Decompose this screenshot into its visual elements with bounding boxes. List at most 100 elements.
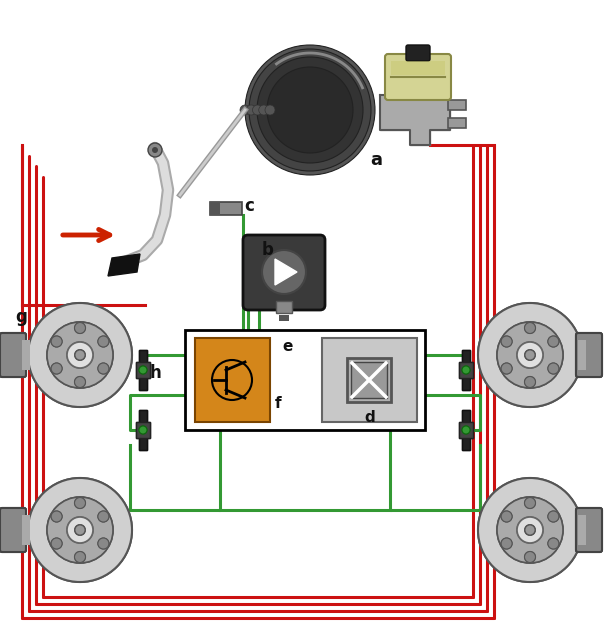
- FancyBboxPatch shape: [0, 333, 26, 377]
- Bar: [322, 338, 417, 422]
- Bar: [578, 340, 586, 370]
- Circle shape: [548, 336, 559, 347]
- Circle shape: [548, 538, 559, 549]
- Polygon shape: [108, 254, 140, 276]
- Circle shape: [47, 322, 113, 388]
- Circle shape: [501, 363, 512, 374]
- Bar: [22, 515, 30, 545]
- FancyBboxPatch shape: [406, 45, 430, 61]
- Bar: [448, 100, 466, 110]
- Circle shape: [525, 322, 536, 334]
- Circle shape: [478, 303, 582, 407]
- Circle shape: [497, 322, 563, 388]
- Text: b: b: [262, 241, 274, 259]
- Circle shape: [51, 538, 62, 549]
- Bar: [139, 350, 147, 390]
- Bar: [136, 422, 150, 438]
- Bar: [139, 410, 147, 450]
- Circle shape: [478, 478, 582, 582]
- Circle shape: [265, 105, 275, 115]
- Circle shape: [98, 511, 109, 522]
- Circle shape: [75, 350, 85, 360]
- Circle shape: [253, 105, 262, 115]
- Circle shape: [67, 517, 93, 543]
- Circle shape: [462, 426, 470, 434]
- Circle shape: [501, 538, 512, 549]
- FancyBboxPatch shape: [576, 333, 602, 377]
- Circle shape: [267, 67, 353, 153]
- Circle shape: [462, 366, 470, 374]
- Bar: [459, 422, 473, 438]
- Polygon shape: [275, 259, 297, 285]
- Circle shape: [98, 363, 109, 374]
- Circle shape: [525, 525, 535, 535]
- Circle shape: [51, 336, 62, 347]
- Bar: [462, 410, 470, 450]
- Bar: [276, 301, 292, 313]
- FancyBboxPatch shape: [576, 508, 602, 552]
- Circle shape: [152, 147, 158, 153]
- Circle shape: [74, 552, 85, 562]
- Bar: [139, 410, 147, 450]
- Circle shape: [517, 517, 543, 543]
- Circle shape: [525, 322, 536, 334]
- FancyBboxPatch shape: [0, 333, 26, 377]
- Circle shape: [75, 350, 85, 360]
- Text: g: g: [15, 308, 27, 326]
- Circle shape: [478, 303, 582, 407]
- Bar: [210, 202, 220, 215]
- Circle shape: [139, 366, 147, 374]
- Circle shape: [525, 525, 535, 535]
- FancyBboxPatch shape: [0, 508, 26, 552]
- Circle shape: [47, 322, 113, 388]
- Circle shape: [51, 511, 62, 522]
- FancyBboxPatch shape: [243, 235, 325, 310]
- Circle shape: [525, 350, 535, 360]
- Bar: [459, 362, 473, 378]
- FancyBboxPatch shape: [0, 508, 26, 552]
- Circle shape: [525, 497, 536, 508]
- Circle shape: [51, 511, 62, 522]
- Circle shape: [548, 511, 559, 522]
- Circle shape: [74, 322, 85, 334]
- Circle shape: [74, 322, 85, 334]
- Circle shape: [548, 511, 559, 522]
- Text: a: a: [370, 151, 382, 169]
- Bar: [139, 350, 147, 390]
- Circle shape: [75, 525, 85, 535]
- Circle shape: [74, 376, 85, 387]
- Circle shape: [548, 538, 559, 549]
- Bar: [459, 362, 473, 378]
- Text: d: d: [364, 410, 375, 425]
- Circle shape: [98, 511, 109, 522]
- Circle shape: [517, 517, 543, 543]
- Bar: [136, 362, 150, 378]
- Bar: [578, 340, 586, 370]
- Circle shape: [28, 303, 132, 407]
- Bar: [136, 422, 150, 438]
- Circle shape: [501, 336, 512, 347]
- Bar: [136, 362, 150, 378]
- Circle shape: [548, 363, 559, 374]
- Circle shape: [139, 426, 147, 434]
- Circle shape: [28, 478, 132, 582]
- Circle shape: [67, 342, 93, 368]
- Circle shape: [525, 376, 536, 387]
- Circle shape: [51, 538, 62, 549]
- Bar: [279, 315, 289, 321]
- Polygon shape: [380, 95, 450, 145]
- Bar: [347, 358, 391, 402]
- Circle shape: [462, 366, 470, 374]
- Circle shape: [74, 497, 85, 508]
- FancyBboxPatch shape: [576, 333, 602, 377]
- Circle shape: [497, 497, 563, 563]
- Circle shape: [525, 552, 536, 562]
- Bar: [462, 410, 470, 450]
- Text: e: e: [282, 339, 292, 354]
- Circle shape: [51, 336, 62, 347]
- Circle shape: [501, 336, 512, 347]
- Bar: [578, 515, 586, 545]
- Circle shape: [501, 363, 512, 374]
- Bar: [578, 515, 586, 545]
- Circle shape: [98, 538, 109, 549]
